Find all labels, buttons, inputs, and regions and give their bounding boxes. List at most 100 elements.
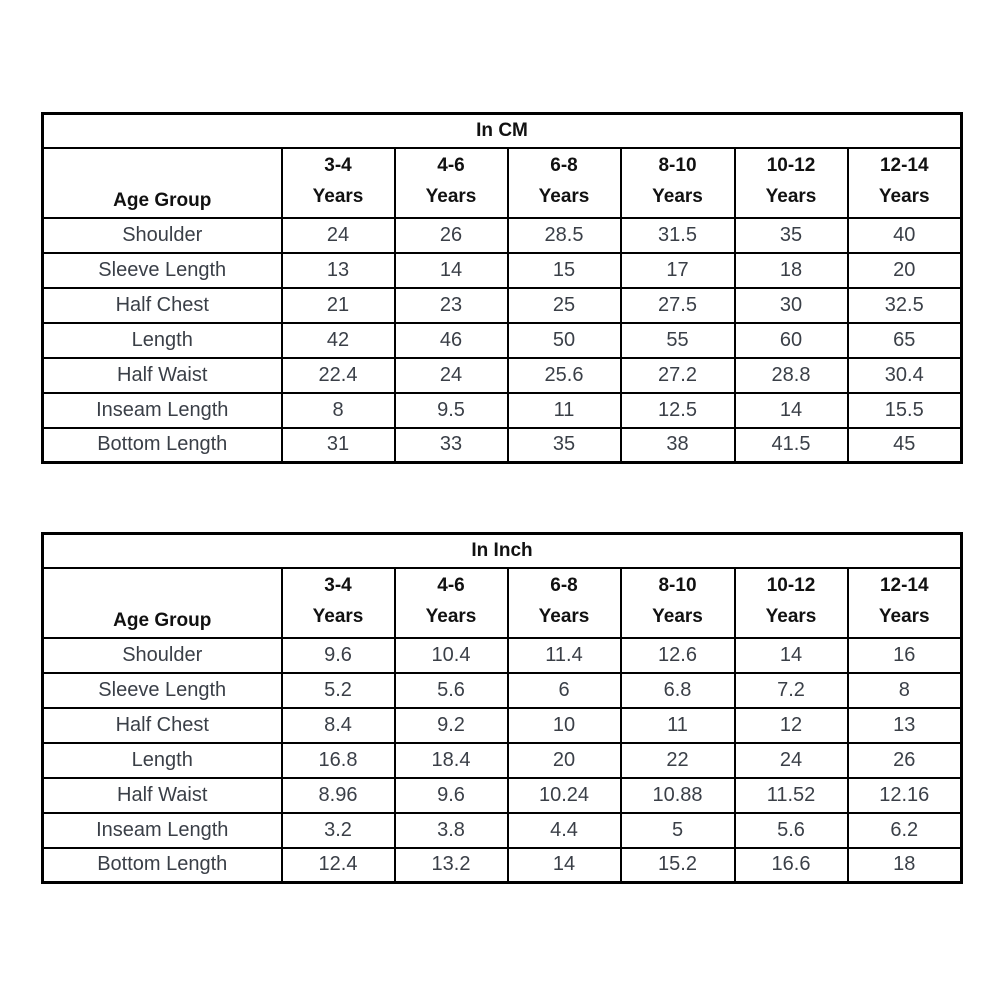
cell-value: 28.5 bbox=[506, 216, 622, 254]
col-header-unit: Years bbox=[538, 605, 590, 627]
cell-value: 12 bbox=[733, 706, 849, 744]
table-row: Sleeve Length 13 14 15 17 18 20 bbox=[41, 251, 963, 289]
row-label: Bottom Length bbox=[41, 426, 283, 464]
cell-value: 9.6 bbox=[393, 776, 509, 814]
cell-value: 21 bbox=[280, 286, 396, 324]
cell-value: 11.4 bbox=[506, 636, 622, 674]
cell-value: 25 bbox=[506, 286, 622, 324]
table-title-row: In CM bbox=[41, 112, 963, 149]
cell-value: 65 bbox=[846, 321, 963, 359]
cell-value: 41.5 bbox=[733, 426, 849, 464]
cell-value: 8 bbox=[280, 391, 396, 429]
cell-value: 14 bbox=[393, 251, 509, 289]
col-header: 8-10 Years bbox=[619, 566, 736, 639]
cell-value: 18.4 bbox=[393, 741, 509, 779]
cell-value: 27.5 bbox=[619, 286, 736, 324]
cell-value: 5.2 bbox=[280, 671, 396, 709]
col-header: 8-10 Years bbox=[619, 146, 736, 219]
cell-value: 13 bbox=[846, 706, 963, 744]
cell-value: 26 bbox=[393, 216, 509, 254]
cell-value: 10.4 bbox=[393, 636, 509, 674]
cell-value: 55 bbox=[619, 321, 736, 359]
table-row: Length 16.8 18.4 20 22 24 26 bbox=[41, 741, 963, 779]
table-row: Half Chest 8.4 9.2 10 11 12 13 bbox=[41, 706, 963, 744]
cell-value: 35 bbox=[733, 216, 849, 254]
cell-value: 8 bbox=[846, 671, 963, 709]
cell-value: 11 bbox=[619, 706, 736, 744]
row-label: Half Waist bbox=[41, 356, 283, 394]
cell-value: 6 bbox=[506, 671, 622, 709]
col-header-range: 6-8 bbox=[550, 154, 578, 176]
cell-value: 50 bbox=[506, 321, 622, 359]
row-label: Sleeve Length bbox=[41, 671, 283, 709]
cell-value: 5 bbox=[619, 811, 736, 849]
cell-value: 9.6 bbox=[280, 636, 396, 674]
cell-value: 7.2 bbox=[733, 671, 849, 709]
table-title: In CM bbox=[41, 112, 963, 149]
col-header: 4-6 Years bbox=[393, 566, 509, 639]
col-header-range: 3-4 bbox=[324, 574, 352, 596]
table-row: Inseam Length 3.2 3.8 4.4 5 5.6 6.2 bbox=[41, 811, 963, 849]
cell-value: 26 bbox=[846, 741, 963, 779]
row-label: Shoulder bbox=[41, 216, 283, 254]
age-group-header: Age Group bbox=[41, 146, 283, 219]
cell-value: 20 bbox=[846, 251, 963, 289]
cell-value: 24 bbox=[280, 216, 396, 254]
table-row: Half Waist 8.96 9.6 10.24 10.88 11.52 12… bbox=[41, 776, 963, 814]
cell-value: 24 bbox=[393, 356, 509, 394]
cell-value: 10.24 bbox=[506, 776, 622, 814]
cell-value: 28.8 bbox=[733, 356, 849, 394]
cell-value: 30.4 bbox=[846, 356, 963, 394]
cell-value: 18 bbox=[733, 251, 849, 289]
cell-value: 4.4 bbox=[506, 811, 622, 849]
cell-value: 14 bbox=[506, 846, 622, 884]
cell-value: 8.4 bbox=[280, 706, 396, 744]
cell-value: 40 bbox=[846, 216, 963, 254]
row-label: Length bbox=[41, 321, 283, 359]
col-header-range: 12-14 bbox=[879, 574, 929, 596]
cell-value: 22.4 bbox=[280, 356, 396, 394]
cell-value: 31 bbox=[280, 426, 396, 464]
row-label: Half Waist bbox=[41, 776, 283, 814]
table-row: Sleeve Length 5.2 5.6 6 6.8 7.2 8 bbox=[41, 671, 963, 709]
col-header-range: 8-10 bbox=[658, 574, 697, 596]
row-label: Half Chest bbox=[41, 706, 283, 744]
col-header: 4-6 Years bbox=[393, 146, 509, 219]
row-label: Sleeve Length bbox=[41, 251, 283, 289]
cell-value: 12.16 bbox=[846, 776, 963, 814]
col-header-range: 8-10 bbox=[658, 154, 697, 176]
row-label: Inseam Length bbox=[41, 391, 283, 429]
col-header-range: 12-14 bbox=[879, 154, 929, 176]
col-header: 12-14 Years bbox=[846, 146, 963, 219]
col-header-unit: Years bbox=[878, 185, 930, 207]
cell-value: 12.6 bbox=[619, 636, 736, 674]
col-header-range: 10-12 bbox=[766, 154, 816, 176]
cell-value: 35 bbox=[506, 426, 622, 464]
table-title-row: In Inch bbox=[41, 532, 963, 569]
cell-value: 10.88 bbox=[619, 776, 736, 814]
cell-value: 12.5 bbox=[619, 391, 736, 429]
table-title: In Inch bbox=[41, 532, 963, 569]
cell-value: 16.6 bbox=[733, 846, 849, 884]
cell-value: 27.2 bbox=[619, 356, 736, 394]
cell-value: 15 bbox=[506, 251, 622, 289]
col-header-range: 6-8 bbox=[550, 574, 578, 596]
table-header-row: Age Group 3-4 Years 4-6 Years 6-8 Years … bbox=[41, 566, 963, 639]
col-header: 3-4 Years bbox=[280, 566, 396, 639]
cell-value: 16.8 bbox=[280, 741, 396, 779]
col-header-unit: Years bbox=[878, 605, 930, 627]
cell-value: 15.2 bbox=[619, 846, 736, 884]
cell-value: 17 bbox=[619, 251, 736, 289]
col-header-unit: Years bbox=[765, 185, 817, 207]
cell-value: 18 bbox=[846, 846, 963, 884]
cell-value: 33 bbox=[393, 426, 509, 464]
cell-value: 6.8 bbox=[619, 671, 736, 709]
col-header: 6-8 Years bbox=[506, 146, 622, 219]
cell-value: 9.5 bbox=[393, 391, 509, 429]
cell-value: 24 bbox=[733, 741, 849, 779]
row-label: Shoulder bbox=[41, 636, 283, 674]
cell-value: 13 bbox=[280, 251, 396, 289]
col-header: 12-14 Years bbox=[846, 566, 963, 639]
col-header-range: 4-6 bbox=[437, 574, 465, 596]
cell-value: 5.6 bbox=[393, 671, 509, 709]
